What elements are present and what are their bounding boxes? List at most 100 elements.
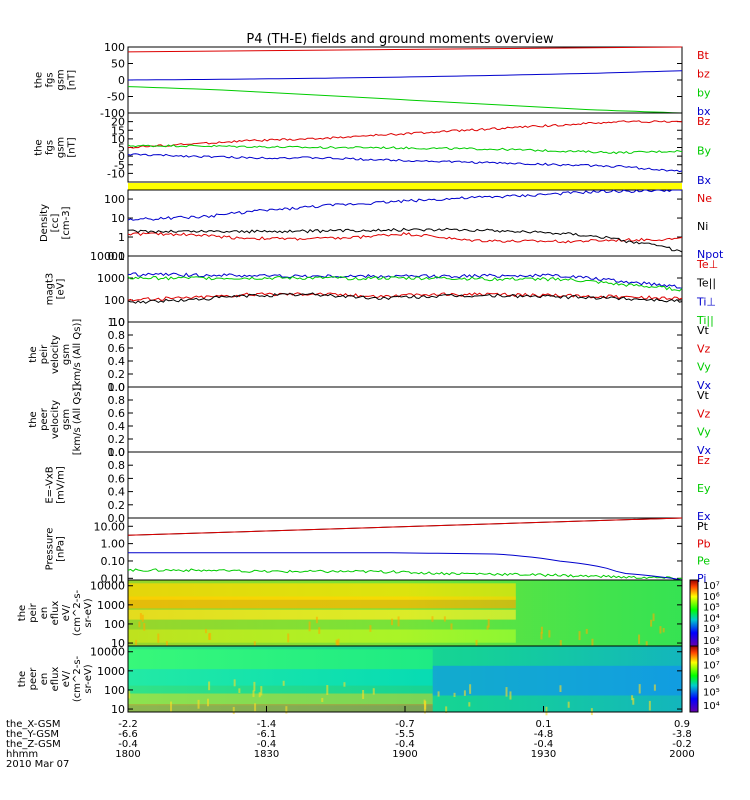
colorbar-tick-label: 10⁵ <box>703 688 720 699</box>
spectrogram-speck <box>253 641 256 649</box>
y-tick-label: -50 <box>107 91 125 104</box>
y-axis-label-line: sr-eV) <box>83 664 94 693</box>
spectrogram-speck <box>578 631 581 641</box>
legend-by: by <box>697 86 711 99</box>
colorbar-tick-label: 10⁶ <box>703 674 720 685</box>
spectrogram-speck <box>238 688 241 694</box>
y-tick-label: 10 <box>111 703 125 716</box>
y-axis-label-line: [mV/m] <box>56 466 67 504</box>
spectrogram-speck <box>165 641 168 647</box>
legend-Npot: Npot <box>697 248 724 261</box>
y-tick-label: 0.8 <box>108 329 126 342</box>
spectrogram-speck <box>258 692 261 698</box>
y-axis-label-line: [nT] <box>67 137 78 157</box>
y-tick-label: 100 <box>104 41 125 54</box>
panel-frame <box>127 451 683 519</box>
date-label: 2010 Mar 07 <box>6 759 69 770</box>
y-axis-label-line: eflux <box>50 667 61 692</box>
y-axis-label: thefgsgsm[nT] <box>34 69 78 90</box>
panel-3: 100 10 1 0.1 Density[cc][cm-3] Ne Ni Npot <box>39 189 724 263</box>
y-axis-label-line: en <box>39 673 50 686</box>
y-axis-label-line: [eV] <box>56 279 67 300</box>
spectrogram-speck <box>468 702 471 707</box>
series-line-Pe <box>127 568 683 580</box>
x-tick-label: -0.4 <box>257 739 277 750</box>
figure-title: P4 (TH-E) fields and ground moments over… <box>246 32 554 47</box>
legend-bz: bz <box>697 68 710 81</box>
series-line-Ti⊥ <box>127 272 683 289</box>
y-tick-label: 10 <box>111 133 125 146</box>
y-axis-label-line: eV/ <box>61 604 72 621</box>
y-axis-label: thepeervelocitygsm[km/s (All Qs)] <box>28 384 83 456</box>
colorbar <box>689 579 699 647</box>
spectrogram-speck <box>321 697 324 703</box>
spectrogram-speck <box>631 695 634 701</box>
spectrogram-speck <box>469 684 472 694</box>
y-axis-label-line: gsm <box>56 69 67 90</box>
y-tick-label: 1.0 <box>108 381 126 394</box>
y-tick-label: -100 <box>100 107 125 120</box>
status-strip <box>128 183 682 190</box>
legend-Vt: Vt <box>697 324 710 337</box>
x-tick-label: -5.5 <box>395 729 415 740</box>
y-tick-label: 0 <box>118 74 125 87</box>
spectrogram-speck <box>318 627 321 634</box>
spectrogram-speck <box>662 628 665 633</box>
y-axis-label-line: the <box>17 605 28 621</box>
spectrogram-speck <box>653 684 656 691</box>
colorbar-tick-label: 10⁴ <box>703 613 720 624</box>
panel-8: 10.00 1.00 0.10 0.01 Pressure[nPa] Pt Pb Pe Pi <box>45 517 711 585</box>
legend-Vz: Vz <box>697 342 711 355</box>
legend-Vx: Vx <box>697 444 712 457</box>
x-axis-labels: the_X-GSM -2.2 -1.4 -0.7 0.1 0.9 the_Y-GSM -6.6… <box>6 706 695 770</box>
panel-frame <box>127 255 683 323</box>
spectrogram-speck <box>443 616 446 622</box>
panel-1: 100 50 0 -50 -100 thefgsgsm[nT] Bt bz by bx <box>34 41 711 120</box>
x-tick-label: -0.7 <box>395 719 415 730</box>
legend-Ti⊥: Ti⊥ <box>696 295 716 308</box>
y-axis-label-line: velocity <box>50 335 61 374</box>
colorbar-tick-label: 10⁷ <box>703 661 720 672</box>
spectrogram-speck <box>650 619 653 627</box>
spectrogram-speck <box>254 703 257 712</box>
legend-Ti||: Ti|| <box>696 314 714 327</box>
spectrogram-speck <box>487 619 490 628</box>
spectrogram-speck <box>505 687 508 697</box>
spectrogram-speck <box>540 626 543 634</box>
legend-Bx: Bx <box>697 174 712 187</box>
spectrogram-speck <box>453 692 456 697</box>
y-tick-label: 0.0 <box>108 446 126 459</box>
spectrogram-speck <box>585 628 588 634</box>
y-tick-label: -5 <box>114 159 125 172</box>
y-tick-label: 0.4 <box>108 486 126 499</box>
y-axis-label: magt3[eV] <box>45 273 67 306</box>
y-tick-label: 1 <box>118 231 125 244</box>
y-tick-label: 50 <box>111 58 125 71</box>
series-line-Pb <box>127 517 683 536</box>
spectrogram-speck <box>645 641 648 647</box>
spectrogram-speck <box>591 638 594 648</box>
spectrogram-speck <box>336 640 339 646</box>
spectrogram-speck <box>143 623 146 631</box>
colorbar-tick-label: 10⁵ <box>703 603 720 614</box>
y-tick-label: 0.2 <box>108 433 126 446</box>
spectrogram-speck <box>659 626 662 634</box>
y-tick-label: 0.10 <box>101 555 126 568</box>
spectrogram-speck <box>260 686 263 696</box>
y-axis-label-line: peer <box>28 667 39 691</box>
x-tick-label: -1.4 <box>257 719 277 730</box>
legend-Pi: Pi <box>697 572 706 585</box>
y-axis-label-line: the <box>34 72 45 88</box>
legend-Ey: Ey <box>697 482 711 495</box>
y-axis-label-line: [km/s (All Qs)] <box>72 384 83 456</box>
series-line-Bx <box>127 153 683 173</box>
spectrogram-speck <box>208 681 211 691</box>
y-axis-label-line: peir <box>28 602 39 622</box>
colorbar <box>689 645 699 713</box>
legend-Ni: Ni <box>697 220 708 233</box>
y-tick-label: -10 <box>107 167 125 180</box>
colorbar-tick-label: 10⁶ <box>703 592 720 603</box>
x-row-label: the_X-GSM <box>6 719 60 730</box>
legend-Te⊥: Te⊥ <box>696 258 718 271</box>
